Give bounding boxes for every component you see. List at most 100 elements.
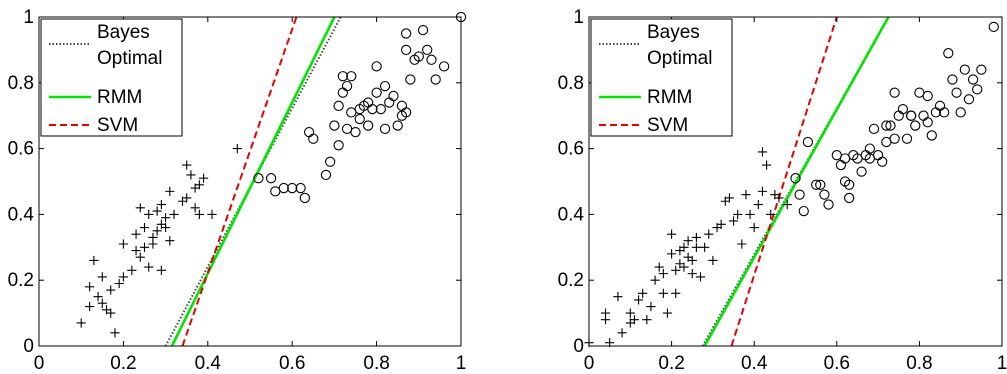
plot-area [164,17,342,346]
plus-point [194,180,204,190]
circle-point [918,110,929,121]
plus-point [131,229,141,239]
x-tick-label: 0.8 [363,353,389,374]
plus-point [106,308,116,318]
svm-legend-label: SVM [97,115,138,136]
y-tick-label: 1 [23,7,34,28]
circle-point [400,28,412,39]
circle-point [794,189,805,200]
x-tick-label: 0.6 [824,353,850,374]
plus-point [617,328,627,338]
circle-point [400,107,412,118]
circle-point [889,87,900,98]
circle-point [417,25,429,36]
plus-point [207,209,217,219]
plus-point [782,199,792,210]
plus-point [165,236,175,246]
plus-point [733,209,743,219]
circle-point [363,120,374,131]
plus-point [642,315,652,325]
plus-point [127,265,137,275]
plus-point [671,288,681,298]
legend: Bayes Optimal RMM SVM [590,18,733,137]
plus-point [182,160,192,170]
plus-point [687,255,697,266]
circle-point [295,182,306,194]
plot-area [701,17,890,346]
plus-point [749,222,759,233]
legend-box [590,18,733,137]
circle-point [320,169,332,181]
plus-point [97,298,107,308]
plus-point [139,222,150,233]
plus-point [667,229,677,239]
circle-point [885,120,896,131]
plus-point [161,213,171,223]
plus-point [667,249,677,259]
plus-point [144,262,154,272]
plus-point [757,147,768,157]
circle-point [430,74,441,85]
plus-point [156,199,166,210]
plus-point [658,269,668,279]
plus-point [600,315,611,325]
plus-point [139,242,150,252]
circle-point [367,103,378,115]
circle-point [939,107,950,118]
y-tick-label: 0.8 [558,73,584,94]
plus-point [198,173,209,183]
plus-point [646,301,656,312]
circle-point [972,84,983,95]
circle-point [375,103,386,115]
y-tick-label: 0 [573,336,584,357]
circle-point [934,100,946,111]
circle-point [872,150,884,161]
circle-point [413,51,424,62]
x-tick-label: 1 [997,353,1007,374]
circle-point [392,120,403,131]
y-tick-label: 0.8 [8,73,34,94]
circle-point [405,74,416,85]
circle-point [881,120,892,131]
circle-point [278,182,289,194]
legend: Bayes Optimal RMM SVM [40,18,183,137]
plus-point [190,203,200,213]
plus-point [106,285,116,295]
plus-point [638,288,648,298]
bayes-legend-label: Bayes [647,22,700,43]
bayes-legend-label: Bayes [97,22,150,43]
circle-point [325,156,336,167]
plus-point [114,278,124,289]
circle-point [963,94,975,105]
circle-point [253,173,264,184]
plus-point [131,245,141,256]
circle-point [438,61,450,72]
plus-point [118,272,128,282]
svm-legend-label: SVM [647,115,688,136]
plus-point [148,232,158,243]
plus-point [144,209,154,219]
x-tick-label: 0.8 [906,353,932,374]
circle-point [341,123,353,135]
circle-point [265,173,277,184]
plus-point [679,262,689,272]
y-tick-label: 0.2 [8,270,34,291]
circle-point [422,44,433,56]
plus-point [774,193,784,203]
plus-point [76,318,86,328]
plus-point [716,219,726,229]
circle-point [856,166,867,177]
plus-point [658,288,668,298]
plus-point [85,301,95,312]
plus-point [679,242,689,252]
plus-point [728,216,739,226]
circle-point [790,173,801,184]
plus-point [156,265,166,275]
plus-point [687,269,697,279]
plus-point [650,275,660,285]
axes-frame [38,16,462,347]
circle-point [815,179,826,190]
y-tick-label: 0 [23,336,34,357]
plus-point [671,265,681,275]
